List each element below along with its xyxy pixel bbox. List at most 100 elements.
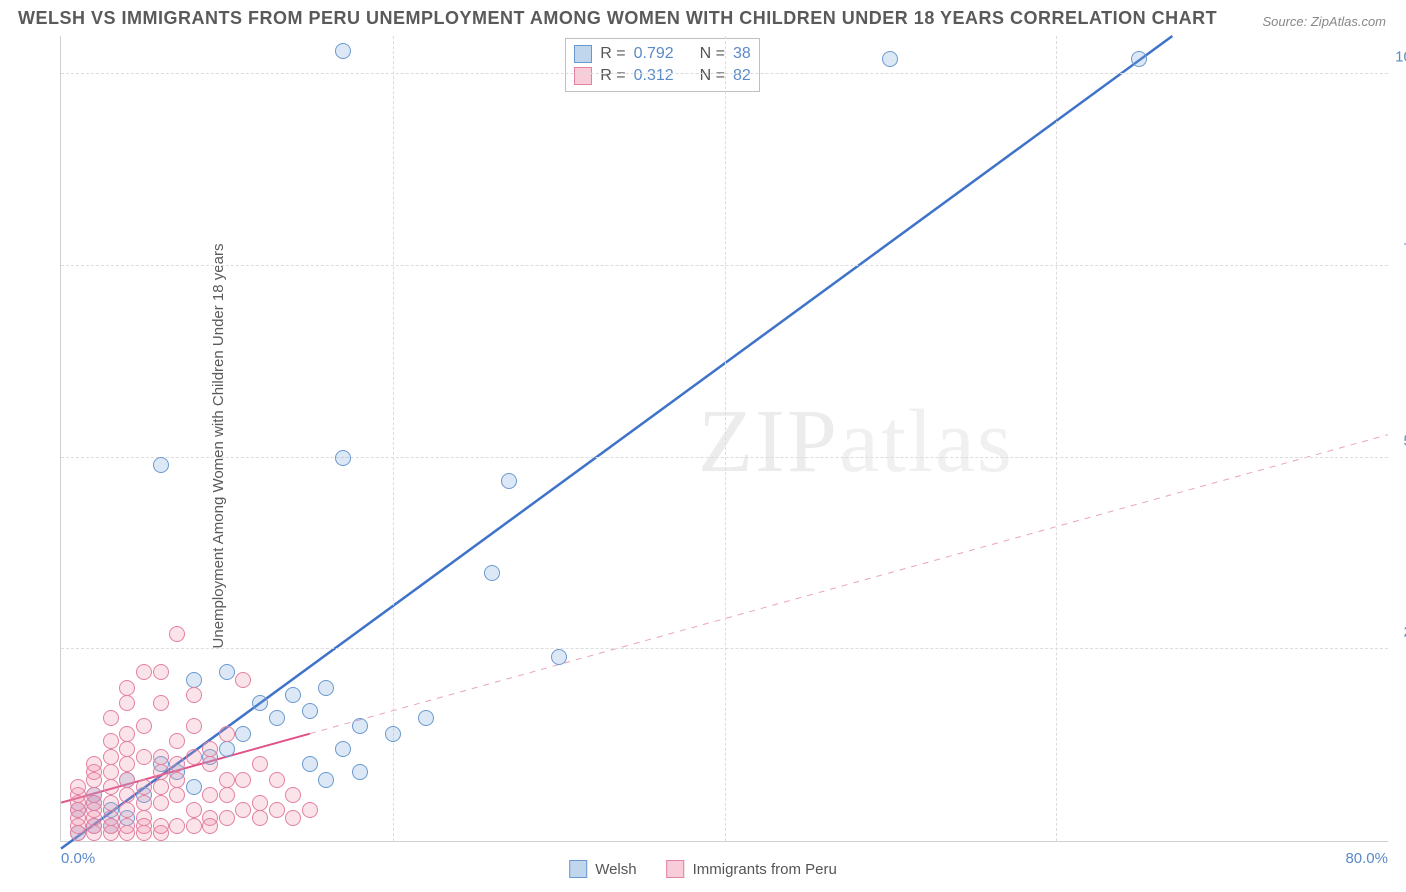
scatter-point-welsh <box>186 779 202 795</box>
scatter-point-peru <box>119 726 135 742</box>
legend-swatch <box>574 67 592 85</box>
scatter-point-peru <box>86 787 102 803</box>
scatter-point-peru <box>119 787 135 803</box>
scatter-point-peru <box>153 779 169 795</box>
scatter-point-welsh <box>551 649 567 665</box>
scatter-point-peru <box>285 810 301 826</box>
scatter-point-peru <box>302 802 318 818</box>
legend-swatch <box>574 45 592 63</box>
scatter-point-peru <box>153 818 169 834</box>
scatter-point-peru <box>202 756 218 772</box>
scatter-point-peru <box>202 818 218 834</box>
scatter-point-peru <box>202 787 218 803</box>
scatter-point-peru <box>153 749 169 765</box>
scatter-point-welsh <box>484 565 500 581</box>
scatter-point-peru <box>119 756 135 772</box>
watermark-zip: ZIP <box>698 392 839 491</box>
stat-r-value: 0.792 <box>634 45 674 63</box>
scatter-point-peru <box>252 810 268 826</box>
scatter-point-peru <box>103 779 119 795</box>
scatter-point-welsh <box>385 726 401 742</box>
scatter-point-peru <box>186 802 202 818</box>
scatter-point-peru <box>235 772 251 788</box>
bottom-legend: Welsh Immigrants from Peru <box>569 860 837 878</box>
scatter-point-peru <box>186 718 202 734</box>
stat-n-label: N = <box>700 67 725 85</box>
scatter-point-peru <box>269 802 285 818</box>
stat-r-label: R = <box>600 67 625 85</box>
scatter-point-peru <box>103 795 119 811</box>
watermark-atlas: atlas <box>839 392 1014 491</box>
stat-r-label: R = <box>600 45 625 63</box>
legend-swatch <box>569 860 587 878</box>
scatter-point-welsh <box>501 473 517 489</box>
scatter-point-peru <box>169 818 185 834</box>
legend-swatch <box>667 860 685 878</box>
scatter-point-peru <box>70 825 86 841</box>
scatter-point-peru <box>153 795 169 811</box>
scatter-point-peru <box>169 626 185 642</box>
scatter-point-welsh <box>153 457 169 473</box>
scatter-point-peru <box>153 695 169 711</box>
scatter-point-welsh <box>418 710 434 726</box>
scatter-point-peru <box>103 818 119 834</box>
legend-item: Immigrants from Peru <box>667 860 837 878</box>
scatter-point-welsh <box>318 680 334 696</box>
scatter-point-peru <box>136 718 152 734</box>
scatter-point-peru <box>136 795 152 811</box>
scatter-point-peru <box>136 749 152 765</box>
scatter-point-welsh <box>186 672 202 688</box>
scatter-point-peru <box>219 726 235 742</box>
scatter-point-peru <box>119 818 135 834</box>
stat-n-value: 38 <box>733 45 751 63</box>
scatter-point-peru <box>86 818 102 834</box>
scatter-point-peru <box>219 810 235 826</box>
scatter-point-peru <box>103 733 119 749</box>
scatter-point-peru <box>186 687 202 703</box>
stat-n-label: N = <box>700 45 725 63</box>
legend-item: Welsh <box>569 860 636 878</box>
scatter-point-peru <box>269 772 285 788</box>
grid-line-v <box>725 36 726 841</box>
scatter-point-peru <box>169 756 185 772</box>
x-tick-label: 0.0% <box>61 850 95 867</box>
scatter-point-peru <box>136 818 152 834</box>
scatter-point-peru <box>219 787 235 803</box>
scatter-point-peru <box>169 787 185 803</box>
scatter-point-welsh <box>335 43 351 59</box>
scatter-point-peru <box>186 818 202 834</box>
scatter-point-welsh <box>335 741 351 757</box>
scatter-point-peru <box>119 741 135 757</box>
scatter-point-peru <box>219 772 235 788</box>
scatter-point-peru <box>153 764 169 780</box>
chart-title: WELSH VS IMMIGRANTS FROM PERU UNEMPLOYME… <box>18 8 1217 29</box>
scatter-point-peru <box>252 795 268 811</box>
scatter-point-welsh <box>318 772 334 788</box>
scatter-point-welsh <box>219 664 235 680</box>
scatter-point-peru <box>186 749 202 765</box>
scatter-point-peru <box>119 772 135 788</box>
scatter-point-peru <box>235 802 251 818</box>
trend-line <box>310 435 1388 734</box>
legend-label: Welsh <box>595 861 636 878</box>
scatter-point-peru <box>86 756 102 772</box>
scatter-point-welsh <box>219 741 235 757</box>
scatter-point-welsh <box>335 450 351 466</box>
scatter-point-welsh <box>252 695 268 711</box>
stat-r-value: 0.312 <box>634 67 674 85</box>
scatter-point-peru <box>103 764 119 780</box>
plot-area: ZIPatlas R =0.792N =38R =0.312N =82 25.0… <box>60 36 1388 842</box>
watermark: ZIPatlas <box>698 390 1014 493</box>
scatter-point-peru <box>103 710 119 726</box>
scatter-point-peru <box>202 741 218 757</box>
scatter-point-welsh <box>352 718 368 734</box>
source-label: Source: ZipAtlas.com <box>1262 14 1386 29</box>
grid-line-v <box>1056 36 1057 841</box>
scatter-point-welsh <box>1131 51 1147 67</box>
scatter-point-welsh <box>302 756 318 772</box>
scatter-point-peru <box>235 672 251 688</box>
scatter-point-peru <box>119 802 135 818</box>
scatter-point-peru <box>285 787 301 803</box>
y-tick-label: 100.0% <box>1395 49 1406 66</box>
scatter-point-peru <box>252 756 268 772</box>
